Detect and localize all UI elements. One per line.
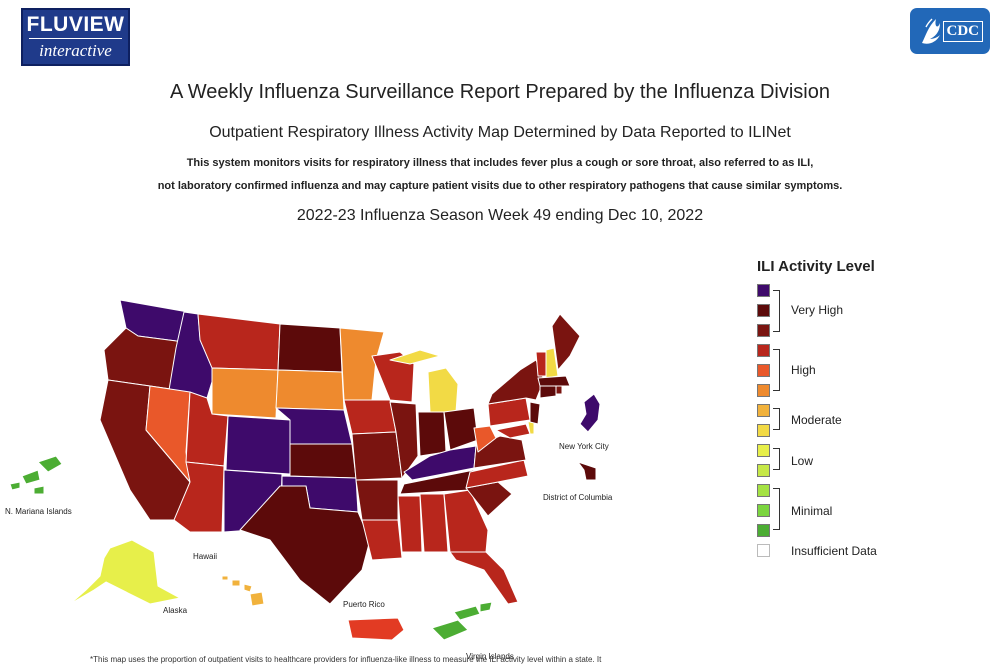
state-louisiana [361, 519, 403, 561]
legend-minimal: Minimal [791, 504, 833, 518]
state-wisconsin [371, 351, 415, 403]
label-district-of-columbia: District of Columbia [543, 493, 613, 502]
state-rhode-island [555, 385, 563, 395]
map-subtitle: Outpatient Respiratory Illness Activity … [209, 124, 791, 141]
inset-mariana-4 [33, 485, 45, 495]
state-colorado [225, 415, 291, 475]
legend-title: ILI Activity Level [757, 258, 875, 275]
page-title: A Weekly Influenza Surveillance Report P… [170, 81, 830, 103]
state-arizona [173, 461, 225, 533]
legend-swatch [757, 464, 770, 477]
legend-swatch [757, 504, 770, 517]
legend-low: Low [791, 454, 814, 468]
logo-line2: interactive [39, 41, 112, 60]
legend-swatch [757, 544, 770, 557]
inset-district-of-columbia [577, 461, 597, 481]
state-indiana [417, 411, 447, 457]
state-ohio [443, 407, 479, 451]
label-hawaii: Hawaii [193, 552, 218, 561]
label-new-york-city: New York City [559, 442, 609, 451]
legend-swatch [757, 444, 770, 457]
legend-insufficient-data: Insufficient Data [791, 544, 877, 558]
inset-alaska [69, 539, 181, 605]
legend-swatch [757, 324, 770, 337]
state-georgia [443, 489, 489, 553]
state-alabama [419, 493, 449, 553]
inset-mariana-1 [37, 455, 63, 473]
state-maine [551, 313, 581, 371]
inset-virgin-islands-2 [453, 605, 481, 621]
legend: ILI Activity Level Very High High Modera… [745, 255, 965, 575]
state-massachusetts [537, 375, 571, 387]
legend-swatch [757, 364, 770, 377]
inset-mariana-3 [9, 481, 21, 491]
legend-moderate: Moderate [791, 413, 842, 427]
eagle-icon [922, 18, 940, 44]
state-new-york [487, 359, 545, 405]
legend-high: High [791, 363, 816, 377]
label-mariana-islands: N. Mariana Islands [5, 507, 72, 516]
state-connecticut [539, 385, 557, 399]
inset-hawaii-3 [243, 583, 253, 593]
legend-swatch [757, 524, 770, 537]
legend-very-high: Very High [791, 303, 844, 317]
state-south-dakota [275, 369, 345, 411]
inset-virgin-islands-1 [431, 619, 469, 641]
state-florida [449, 551, 519, 605]
inset-hawaii-1 [221, 575, 229, 581]
state-mississippi [397, 495, 423, 553]
inset-puerto-rico [347, 617, 405, 641]
legend-swatch [757, 484, 770, 497]
label-puerto-rico: Puerto Rico [343, 600, 385, 609]
label-virgin-islands: Virgin Islands [466, 652, 514, 661]
state-texas [239, 485, 371, 605]
state-michigan [427, 367, 459, 413]
state-illinois [389, 401, 419, 479]
legend-swatch [757, 304, 770, 317]
inset-mariana-2 [21, 469, 41, 485]
inset-new-york-city [579, 393, 601, 433]
state-north-dakota [277, 323, 343, 373]
state-iowa [343, 399, 397, 435]
state-michigan-up [389, 349, 441, 365]
fluview-logo[interactable]: FLUVIEW interactive [21, 8, 130, 66]
legend-swatch [757, 284, 770, 297]
state-montana [197, 313, 281, 371]
state-vermont [535, 351, 547, 377]
state-arkansas [355, 479, 399, 521]
season-week-title: 2022-23 Influenza Season Week 49 ending … [296, 207, 704, 224]
legend-swatch [757, 344, 770, 357]
label-alaska: Alaska [163, 606, 188, 615]
description-line2: not laboratory confirmed influenza and m… [157, 180, 843, 192]
legend-swatch [757, 404, 770, 417]
inset-virgin-islands-3 [479, 601, 493, 613]
description-line1: This system monitors visits for respirat… [186, 157, 814, 169]
logo-line1: FLUVIEW [26, 13, 125, 36]
state-new-hampshire [545, 347, 559, 379]
state-missouri [351, 431, 403, 481]
state-kansas [289, 443, 357, 479]
legend-swatch [757, 384, 770, 397]
ili-activity-map[interactable] [0, 290, 740, 662]
state-wyoming [211, 367, 279, 419]
inset-hawaii-2 [231, 579, 241, 587]
inset-hawaii-4 [249, 591, 265, 607]
legend-swatch [757, 424, 770, 437]
state-minnesota [339, 327, 385, 401]
state-west-virginia [473, 425, 497, 453]
cdc-text: CDC [942, 21, 983, 42]
state-new-jersey [529, 401, 541, 425]
footnote: *This map uses the proportion of outpati… [90, 655, 602, 664]
cdc-logo[interactable]: CDC [910, 8, 990, 54]
